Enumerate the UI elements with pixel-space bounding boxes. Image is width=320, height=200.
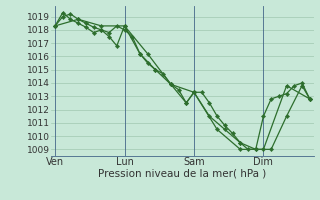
X-axis label: Pression niveau de la mer( hPa ): Pression niveau de la mer( hPa ) [98, 169, 267, 179]
